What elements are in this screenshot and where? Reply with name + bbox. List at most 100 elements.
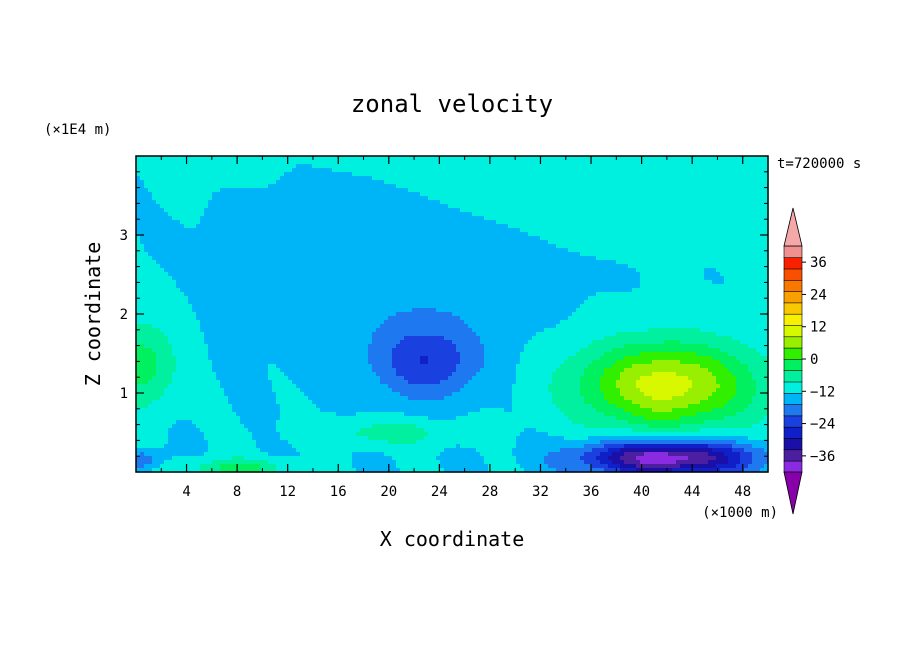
contour-cell xyxy=(244,268,249,273)
contour-cell xyxy=(720,244,725,249)
contour-cell xyxy=(504,188,509,193)
contour-cell xyxy=(424,244,429,249)
contour-cell xyxy=(488,260,493,265)
contour-cell xyxy=(632,216,637,221)
contour-cell xyxy=(244,220,249,225)
contour-cell xyxy=(704,200,709,205)
contour-cell xyxy=(748,244,753,249)
contour-cell xyxy=(596,268,601,273)
contour-cell xyxy=(340,168,345,173)
contour-cell xyxy=(244,172,249,177)
contour-cell xyxy=(392,176,397,181)
contour-cell xyxy=(500,184,505,189)
contour-cell xyxy=(500,180,505,185)
contour-cell xyxy=(136,220,141,225)
contour-cell xyxy=(356,220,361,225)
contour-cell xyxy=(284,256,289,261)
contour-cell xyxy=(564,200,569,205)
contour-cell xyxy=(596,220,601,225)
contour-cell xyxy=(184,168,189,173)
contour-cell xyxy=(764,220,769,225)
contour-cell xyxy=(504,192,509,197)
contour-cell xyxy=(220,212,225,217)
contour-cell xyxy=(156,196,161,201)
contour-cell xyxy=(604,260,609,265)
contour-cell xyxy=(736,188,741,193)
contour-cell xyxy=(428,268,433,273)
contour-cell xyxy=(408,260,413,265)
contour-cell xyxy=(148,172,153,177)
contour-cell xyxy=(372,192,377,197)
contour-cell xyxy=(404,280,409,285)
contour-cell xyxy=(164,252,169,257)
contour-cell xyxy=(228,220,233,225)
contour-cell xyxy=(608,252,613,257)
contour-cell xyxy=(636,172,641,177)
contour-cell xyxy=(416,168,421,173)
contour-cell xyxy=(500,192,505,197)
contour-cell xyxy=(324,260,329,265)
contour-cell xyxy=(276,188,281,193)
contour-cell xyxy=(152,264,157,269)
contour-cell xyxy=(332,192,337,197)
contour-cell xyxy=(516,236,521,241)
contour-cell xyxy=(452,260,457,265)
contour-cell xyxy=(488,252,493,257)
contour-cell xyxy=(628,232,633,237)
contour-cell xyxy=(248,220,253,225)
contour-cell xyxy=(624,160,629,165)
contour-cell xyxy=(364,164,369,169)
contour-cell xyxy=(144,192,149,197)
contour-cell xyxy=(580,200,585,205)
contour-cell xyxy=(408,232,413,237)
contour-cell xyxy=(436,192,441,197)
contour-cell xyxy=(612,168,617,173)
contour-cell xyxy=(312,192,317,197)
contour-cell xyxy=(680,248,685,253)
contour-cell xyxy=(352,248,357,253)
contour-cell xyxy=(364,240,369,245)
contour-cell xyxy=(288,188,293,193)
contour-cell xyxy=(208,252,213,257)
contour-cell xyxy=(508,272,513,277)
contour-cell xyxy=(616,192,621,197)
contour-cell xyxy=(600,168,605,173)
contour-cell xyxy=(396,232,401,237)
contour-cell xyxy=(216,212,221,217)
contour-cell xyxy=(700,172,705,177)
contour-cell xyxy=(668,260,673,265)
contour-cell xyxy=(276,172,281,177)
contour-cell xyxy=(332,164,337,169)
contour-cell xyxy=(600,228,605,233)
contour-cell xyxy=(464,268,469,273)
contour-cell xyxy=(248,184,253,189)
contour-cell xyxy=(428,196,433,201)
contour-cell xyxy=(376,168,381,173)
contour-cell xyxy=(368,272,373,277)
contour-cell xyxy=(188,240,193,245)
contour-cell xyxy=(352,224,357,229)
contour-cell xyxy=(260,232,265,237)
contour-cell xyxy=(544,216,549,221)
contour-cell xyxy=(300,196,305,201)
contour-cell xyxy=(440,268,445,273)
contour-cell xyxy=(244,212,249,217)
contour-cell xyxy=(452,248,457,253)
contour-cell xyxy=(176,200,181,205)
contour-cell xyxy=(392,272,397,277)
contour-cell xyxy=(400,256,405,261)
contour-cell xyxy=(208,264,213,269)
contour-cell xyxy=(220,224,225,229)
contour-cell xyxy=(456,200,461,205)
contour-cell xyxy=(720,208,725,213)
contour-cell xyxy=(612,268,617,273)
contour-cell xyxy=(384,164,389,169)
contour-cell xyxy=(656,256,661,261)
contour-cell xyxy=(324,252,329,257)
contour-cell xyxy=(656,264,661,269)
contour-cell xyxy=(584,236,589,241)
contour-cell xyxy=(344,184,349,189)
contour-cell xyxy=(340,268,345,273)
contour-cell xyxy=(308,236,313,241)
contour-cell xyxy=(220,276,225,281)
